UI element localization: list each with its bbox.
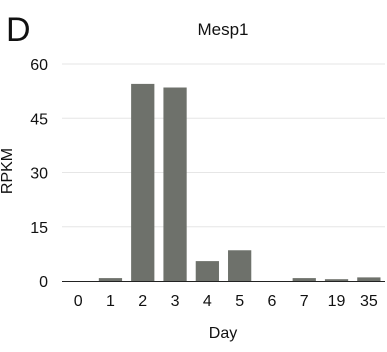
x-tick-label: 5	[235, 293, 244, 310]
bars	[98, 83, 381, 282]
bar-day-1	[98, 278, 123, 281]
bar-day-7	[292, 278, 316, 281]
x-tick-label: 19	[328, 293, 346, 310]
x-tick-label: 4	[203, 293, 212, 310]
x-axis-label: Day	[209, 325, 237, 342]
x-tick-label: 3	[171, 293, 180, 310]
y-tick-label: 30	[30, 166, 48, 183]
bar-day-4	[195, 261, 219, 281]
gridlines	[62, 63, 385, 228]
bar-day-35	[357, 277, 381, 281]
x-tick-label: 2	[138, 293, 147, 310]
bar-day-3	[163, 87, 187, 281]
x-tick-label: 35	[360, 293, 378, 310]
panel-letter: D	[6, 11, 31, 49]
x-tick-label: 7	[300, 293, 309, 310]
bar-day-2	[131, 83, 155, 282]
bar-day-19	[324, 279, 349, 281]
x-tick-label: 6	[267, 293, 276, 310]
y-axis-label: RPKM	[0, 148, 16, 194]
y-tick-label: 60	[30, 57, 48, 74]
y-tick-label: 45	[30, 111, 48, 128]
y-tick-label: 0	[39, 274, 48, 291]
x-tick-label: 1	[106, 293, 115, 310]
x-tick-label: 0	[74, 293, 83, 310]
bar-day-5	[228, 250, 252, 281]
y-tick-labels: 0 15 30 45 60	[30, 57, 48, 291]
chart-title: Mesp1	[197, 20, 248, 39]
y-tick-label: 15	[30, 220, 48, 237]
x-tick-labels: 0 1 2 3 4 5 6 7 19 35	[74, 293, 378, 310]
